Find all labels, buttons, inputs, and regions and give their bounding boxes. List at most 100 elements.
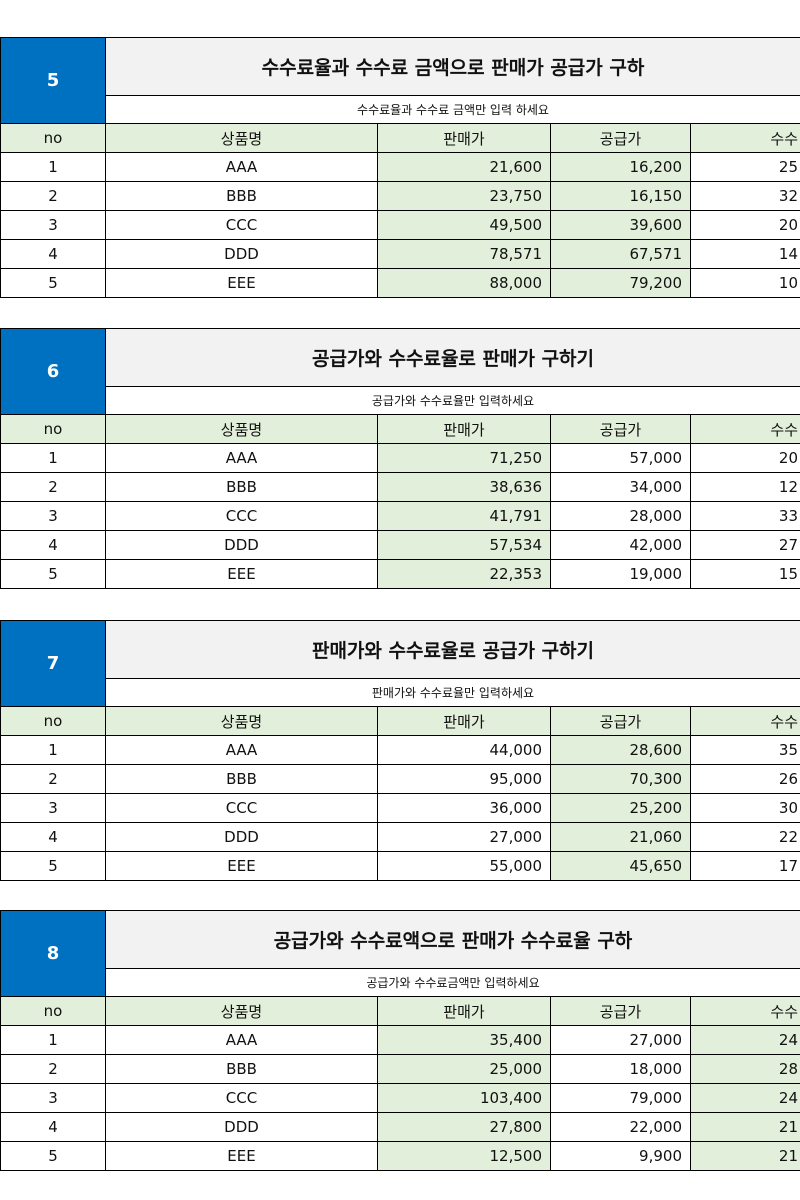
table-cell: BBB xyxy=(105,764,378,794)
column-header: no xyxy=(0,996,106,1026)
table-cell: 32 xyxy=(690,181,800,211)
table-cell: 21 xyxy=(690,1141,800,1171)
column-header: 상품명 xyxy=(105,414,378,444)
table-cell: BBB xyxy=(105,181,378,211)
table-cell: AAA xyxy=(105,735,378,765)
column-header: 수수 xyxy=(690,123,800,153)
column-header: 상품명 xyxy=(105,996,378,1026)
column-header: 공급가 xyxy=(550,996,691,1026)
table-cell: 44,000 xyxy=(377,735,551,765)
table-cell: 23,750 xyxy=(377,181,551,211)
table-cell: 16,200 xyxy=(550,152,691,182)
table-cell: 2 xyxy=(0,764,106,794)
column-header: 판매가 xyxy=(377,123,551,153)
table-cell: 27,000 xyxy=(377,822,551,852)
block-number: 5 xyxy=(0,37,106,124)
table-cell: 20 xyxy=(690,210,800,240)
column-header: 판매가 xyxy=(377,414,551,444)
table-cell: 12 xyxy=(690,472,800,502)
column-header: no xyxy=(0,123,106,153)
column-header: 공급가 xyxy=(550,123,691,153)
table-cell: 1 xyxy=(0,735,106,765)
table-cell: 79,200 xyxy=(550,268,691,298)
column-header: no xyxy=(0,414,106,444)
table-cell: 28,600 xyxy=(550,735,691,765)
column-header: 판매가 xyxy=(377,706,551,736)
table-cell: 35 xyxy=(690,735,800,765)
table-cell: 12,500 xyxy=(377,1141,551,1171)
block-subtitle: 공급가와 수수료율만 입력하세요 xyxy=(105,386,800,415)
table-cell: 2 xyxy=(0,1054,106,1084)
table-cell: 20 xyxy=(690,443,800,473)
block-number: 8 xyxy=(0,910,106,997)
table-cell: 5 xyxy=(0,559,106,589)
table-cell: 2 xyxy=(0,472,106,502)
table-cell: 95,000 xyxy=(377,764,551,794)
table-cell: 42,000 xyxy=(550,530,691,560)
block-title: 판매가와 수수료율로 공급가 구하기 xyxy=(105,620,800,679)
block-number: 7 xyxy=(0,620,106,707)
column-header: 수수 xyxy=(690,414,800,444)
table-cell: CCC xyxy=(105,501,378,531)
table-cell: DDD xyxy=(105,1112,378,1142)
block-subtitle: 수수료율과 수수료 금액만 입력 하세요 xyxy=(105,95,800,124)
table-cell: 27 xyxy=(690,530,800,560)
table-cell: AAA xyxy=(105,443,378,473)
table-cell: 103,400 xyxy=(377,1083,551,1113)
column-header: 공급가 xyxy=(550,414,691,444)
table-cell: 79,000 xyxy=(550,1083,691,1113)
table-cell: EEE xyxy=(105,268,378,298)
table-cell: 14 xyxy=(690,239,800,269)
table-cell: 4 xyxy=(0,239,106,269)
table-cell: 1 xyxy=(0,443,106,473)
table-cell: 34,000 xyxy=(550,472,691,502)
table-cell: 21 xyxy=(690,1112,800,1142)
table-cell: 15 xyxy=(690,559,800,589)
table-cell: 1 xyxy=(0,152,106,182)
table-cell: 5 xyxy=(0,268,106,298)
column-header: 상품명 xyxy=(105,706,378,736)
table-cell: 24 xyxy=(690,1083,800,1113)
table-cell: 27,800 xyxy=(377,1112,551,1142)
table-cell: 55,000 xyxy=(377,851,551,881)
table-cell: 1 xyxy=(0,1025,106,1055)
block-title: 수수료율과 수수료 금액으로 판매가 공급가 구하 xyxy=(105,37,800,96)
table-cell: 25 xyxy=(690,152,800,182)
table-cell: 28 xyxy=(690,1054,800,1084)
table-cell: EEE xyxy=(105,851,378,881)
table-cell: DDD xyxy=(105,822,378,852)
table-cell: 57,000 xyxy=(550,443,691,473)
table-cell: BBB xyxy=(105,1054,378,1084)
table-cell: 41,791 xyxy=(377,501,551,531)
table-cell: AAA xyxy=(105,1025,378,1055)
table-cell: 67,571 xyxy=(550,239,691,269)
column-header: 상품명 xyxy=(105,123,378,153)
table-cell: 39,600 xyxy=(550,210,691,240)
block-title: 공급가와 수수료액으로 판매가 수수료율 구하 xyxy=(105,910,800,969)
table-cell: 70,300 xyxy=(550,764,691,794)
table-cell: 49,500 xyxy=(377,210,551,240)
table-cell: 16,150 xyxy=(550,181,691,211)
column-header: 수수 xyxy=(690,996,800,1026)
table-cell: 30 xyxy=(690,793,800,823)
block-title: 공급가와 수수료율로 판매가 구하기 xyxy=(105,328,800,387)
table-cell: 3 xyxy=(0,501,106,531)
table-cell: 19,000 xyxy=(550,559,691,589)
table-cell: 21,600 xyxy=(377,152,551,182)
table-cell: 36,000 xyxy=(377,793,551,823)
table-cell: 27,000 xyxy=(550,1025,691,1055)
table-cell: 10 xyxy=(690,268,800,298)
table-cell: 4 xyxy=(0,1112,106,1142)
table-cell: 5 xyxy=(0,1141,106,1171)
block-subtitle: 판매가와 수수료율만 입력하세요 xyxy=(105,678,800,707)
table-cell: 88,000 xyxy=(377,268,551,298)
table-cell: 24 xyxy=(690,1025,800,1055)
column-header: 공급가 xyxy=(550,706,691,736)
column-header: 수수 xyxy=(690,706,800,736)
table-cell: 17 xyxy=(690,851,800,881)
table-cell: 5 xyxy=(0,851,106,881)
table-cell: 25,200 xyxy=(550,793,691,823)
table-cell: 4 xyxy=(0,530,106,560)
table-cell: CCC xyxy=(105,1083,378,1113)
